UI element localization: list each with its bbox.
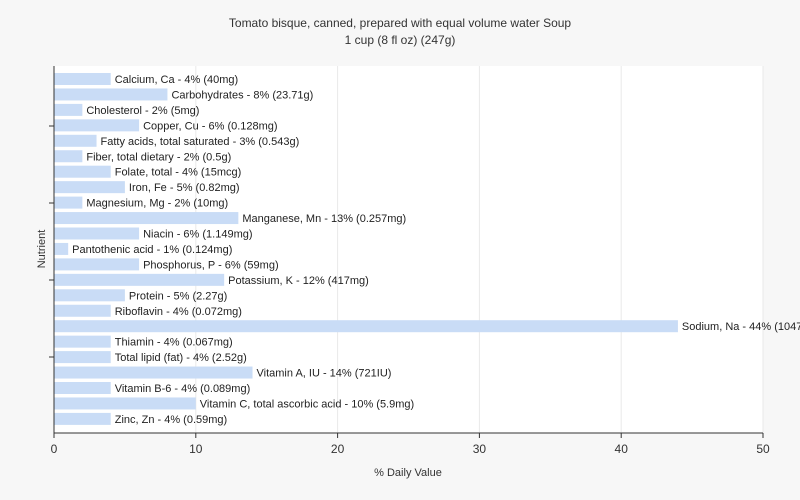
bar-label: Phosphorus, P - 6% (59mg) (143, 259, 279, 271)
bar-label: Vitamin B-6 - 4% (0.089mg) (115, 383, 251, 395)
bar-label: Protein - 5% (2.27g) (129, 290, 227, 302)
bar-label: Zinc, Zn - 4% (0.59mg) (115, 414, 227, 426)
bar-label: Copper, Cu - 6% (0.128mg) (143, 120, 278, 132)
bar-label: Total lipid (fat) - 4% (2.52g) (115, 352, 247, 364)
bar (54, 382, 111, 394)
bar (54, 397, 196, 410)
bar-label: Carbohydrates - 8% (23.71g) (171, 89, 313, 101)
bar-label: Fatty acids, total saturated - 3% (0.543… (101, 136, 300, 148)
bar-label: Potassium, K - 12% (417mg) (228, 275, 369, 287)
bar (54, 320, 678, 333)
bar (54, 335, 111, 348)
bar-label: Sodium, Na - 44% (1047mg) (682, 321, 800, 333)
bar (54, 73, 111, 85)
x-tick-label: 50 (756, 442, 770, 456)
bar-label: Calcium, Ca - 4% (40mg) (115, 74, 238, 86)
bars-group: Calcium, Ca - 4% (40mg) Carbohydrates - 8… (54, 73, 800, 426)
y-axis-label: Nutrient (36, 230, 48, 269)
bar-label: Riboflavin - 4% (0.072mg) (115, 306, 242, 318)
bar-label: Manganese, Mn - 13% (0.257mg) (242, 213, 406, 225)
bar (54, 212, 239, 225)
bar-label: Vitamin A, IU - 14% (721IU) (257, 368, 392, 380)
bar (54, 181, 125, 194)
bar (54, 103, 83, 116)
bar (54, 165, 111, 178)
x-tick-labels: 0 10 20 30 40 50 (51, 433, 770, 456)
bar (54, 273, 225, 286)
x-tick-label: 30 (473, 442, 487, 456)
bar-label: Magnesium, Mg - 2% (10mg) (86, 198, 228, 210)
bar (54, 134, 97, 147)
bar-label: Niacin - 6% (1.149mg) (143, 229, 252, 241)
bar (54, 227, 140, 240)
bar (54, 366, 253, 379)
bar-label: Cholesterol - 2% (5mg) (86, 105, 199, 117)
x-tick-label: 40 (615, 442, 629, 456)
chart-subtitle: 1 cup (8 fl oz) (247g) (345, 33, 456, 47)
x-tick-label: 20 (331, 442, 345, 456)
bar (54, 412, 111, 425)
x-tick-label: 10 (189, 442, 203, 456)
bar-label: Thiamin - 4% (0.067mg) (115, 337, 233, 349)
bar-label: Pantothenic acid - 1% (0.124mg) (72, 244, 232, 256)
bar (54, 289, 125, 302)
x-axis-label: % Daily Value (374, 467, 442, 479)
bar-label: Vitamin C, total ascorbic acid - 10% (5.… (200, 398, 414, 410)
bar (54, 304, 111, 317)
axes-group (49, 66, 763, 434)
bar (54, 88, 168, 101)
chart-title: Tomato bisque, canned, prepared with equ… (229, 16, 572, 30)
bar (54, 150, 83, 163)
x-tick-label: 0 (51, 442, 58, 456)
bar-label: Folate, total - 4% (15mcg) (115, 167, 242, 179)
bar-label: Fiber, total dietary - 2% (0.5g) (86, 151, 231, 163)
bar (54, 196, 83, 209)
bar (54, 119, 140, 132)
bar (54, 351, 111, 364)
bar-label: Iron, Fe - 5% (0.82mg) (129, 182, 240, 194)
bar (54, 258, 140, 271)
bar (54, 242, 69, 255)
